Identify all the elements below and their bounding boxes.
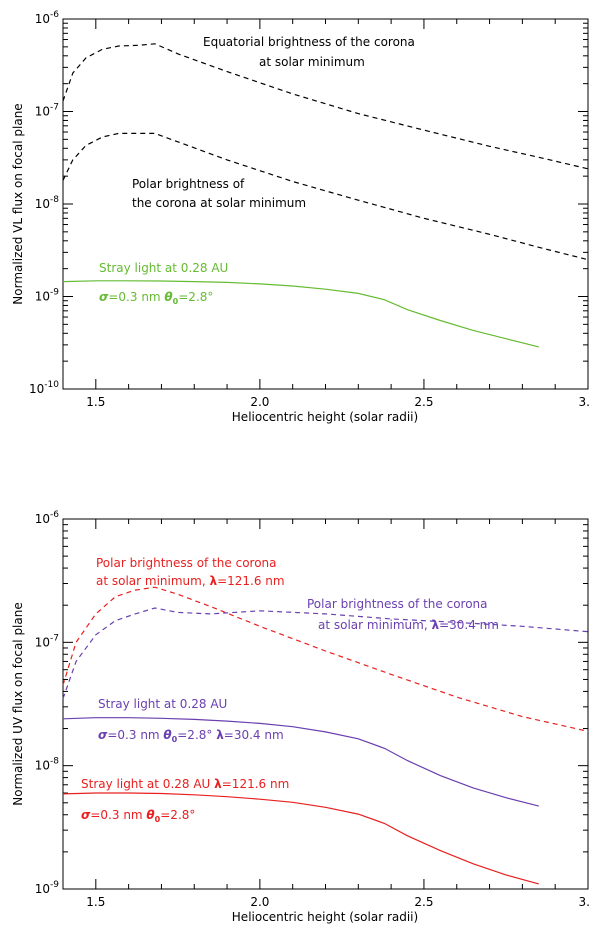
x-axis-label: Heliocentric height (solar radii) xyxy=(232,910,418,924)
x-axis-label: Heliocentric height (solar radii) xyxy=(232,410,418,424)
y-axis-ticks: 10-9 10-8 10-7 10-6 xyxy=(35,510,588,896)
series-line-2 xyxy=(62,717,539,807)
series-line-1 xyxy=(62,607,589,699)
y-tick-label: 10-9 xyxy=(35,880,60,896)
series-line-2 xyxy=(62,280,539,348)
annotation-params: σ=0.3 nm θ0=2.8° xyxy=(99,290,213,306)
y-axis-ticks: 10-10 10-9 10-8 10-7 10-6 xyxy=(29,10,588,396)
annotation-stray-light: Stray light at 0.28 AU xyxy=(99,261,228,275)
annotation-polar-line1: Polar brightness of xyxy=(132,177,245,191)
annotation-params-30: σ=0.3 nm θ0=2.8° λ=30.4 nm xyxy=(98,728,284,744)
x-axis-ticks: 1.5 2.0 2.5 3.0 xyxy=(62,519,589,909)
x-tick-label: 1.5 xyxy=(86,895,105,909)
annotation-polar-121-line2: at solar minimum, λ=121.6 nm xyxy=(96,574,285,588)
annotation-equatorial-line2: at solar minimum xyxy=(259,55,365,69)
x-tick-label: 2.5 xyxy=(414,895,433,909)
y-axis-label: Normalized VL flux on focal plane xyxy=(11,103,25,304)
y-tick-label: 10-7 xyxy=(35,633,59,649)
y-tick-label: 10-8 xyxy=(35,757,60,773)
y-axis-label: Normalized UV flux on focal plane xyxy=(11,602,25,805)
annotation-stray-light-121: Stray light at 0.28 AU λ=121.6 nm xyxy=(81,777,289,791)
annotation-equatorial-line1: Equatorial brightness of the corona xyxy=(203,35,415,49)
y-tick-label: 10-7 xyxy=(35,103,59,119)
vl-flux-chart: 10-10 10-9 10-8 10-7 10-6 1.5 2.0 2.5 3.0 Helio… xyxy=(11,10,589,424)
annotation-polar-30-line1: Polar brightness of the corona xyxy=(307,597,488,611)
x-tick-label: 1.5 xyxy=(86,395,105,409)
annotation-polar-line2: the corona at solar minimum xyxy=(132,196,306,210)
series-line-0 xyxy=(62,43,589,170)
annotation-polar-121-line1: Polar brightness of the corona xyxy=(96,556,277,570)
series-line-0 xyxy=(62,586,589,732)
annotation-stray-light-30: Stray light at 0.28 AU xyxy=(98,697,227,711)
x-tick-label: 2.0 xyxy=(250,895,269,909)
x-tick-label: 2.0 xyxy=(250,395,269,409)
annotation-polar-30-line2: at solar minimum, λ=30.4 nm xyxy=(318,618,499,632)
y-tick-label: 10-6 xyxy=(35,510,60,526)
data-series xyxy=(62,586,589,885)
data-series xyxy=(62,43,589,348)
series-line-1 xyxy=(62,132,589,261)
x-tick-label: 2.5 xyxy=(414,395,433,409)
y-tick-label: 10-10 xyxy=(29,380,59,396)
uv-flux-chart: 10-9 10-8 10-7 10-6 1.5 2.0 2.5 3.0 Heliocentr… xyxy=(11,510,589,924)
y-tick-label: 10-6 xyxy=(35,10,60,26)
y-tick-label: 10-9 xyxy=(35,288,60,304)
x-axis-ticks: 1.5 2.0 2.5 3.0 xyxy=(62,19,589,409)
x-tick-label: 3.0 xyxy=(578,895,589,909)
x-tick-label: 3.0 xyxy=(578,395,589,409)
annotation-params-121: σ=0.3 nm θ0=2.8° xyxy=(81,808,195,824)
series-line-3 xyxy=(62,792,539,885)
y-tick-label: 10-8 xyxy=(35,195,60,211)
